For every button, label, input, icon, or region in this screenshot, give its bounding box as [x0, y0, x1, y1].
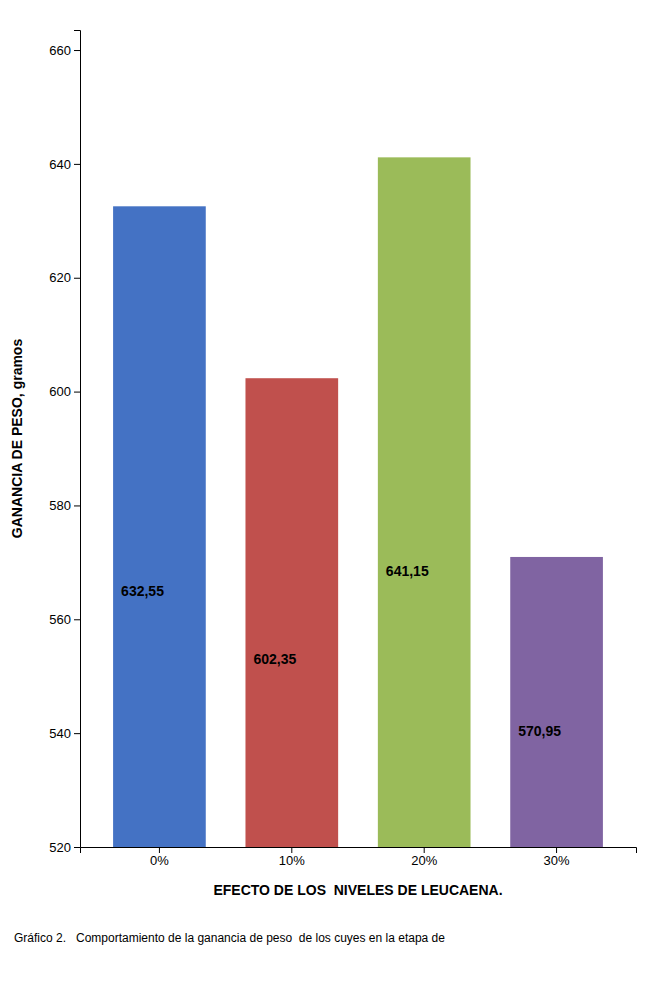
tick: 30% [544, 847, 570, 868]
tick: 520 [49, 840, 80, 855]
x-axis: 0% 10% 20% 30% [81, 847, 637, 868]
x-axis-title: EFECTO DE LOS NIVELES DE LEUCAENA. [213, 882, 502, 898]
y-axis-title: GANANCIA DE PESO, gramos [9, 339, 25, 539]
plot: 632,55 602,35 641,15 570,95 520 540 560 580 600 6… [9, 31, 637, 899]
data-label: 602,35 [253, 651, 296, 667]
tick-label: 540 [49, 726, 71, 741]
tick-label: 620 [49, 270, 71, 285]
data-label: 641,15 [386, 563, 429, 579]
tick: 20% [411, 847, 437, 868]
bars [113, 157, 603, 847]
tick-mark [74, 278, 80, 279]
tick-label: 640 [49, 157, 71, 172]
tick-mark [74, 392, 80, 393]
tick: 580 [49, 498, 80, 513]
tick-mark [74, 50, 80, 51]
bar [113, 206, 206, 847]
tick: 540 [49, 726, 80, 741]
tick: 10% [279, 847, 305, 868]
axis-line [81, 848, 637, 854]
tick-mark [159, 847, 160, 853]
tick-label: 660 [49, 43, 71, 58]
tick-label: 30% [544, 853, 570, 868]
tick: 620 [49, 270, 80, 285]
tick-mark [74, 733, 80, 734]
tick-label: 600 [49, 384, 71, 399]
tick: 640 [49, 157, 80, 172]
tick-mark [74, 164, 80, 165]
tick-label: 20% [411, 853, 437, 868]
tick-label: 580 [49, 498, 71, 513]
data-label: 632,55 [121, 583, 164, 599]
axis-line [74, 31, 81, 848]
tick-mark [291, 847, 292, 853]
tick: 660 [49, 43, 80, 58]
tick: 0% [150, 847, 169, 868]
annotations: Gráfico 2. Comportamiento de la ganancia… [14, 931, 445, 945]
tick-label: 0% [150, 853, 169, 868]
data-label: 570,95 [518, 723, 561, 739]
caption: Gráfico 2. Comportamiento de la ganancia… [14, 931, 445, 945]
chart: 632,55 602,35 641,15 570,95 520 540 560 580 600 6… [0, 0, 661, 997]
tick-label: 520 [49, 840, 71, 855]
tick-label: 10% [279, 853, 305, 868]
tick-mark [74, 619, 80, 620]
bar [245, 378, 338, 847]
tick-mark [74, 847, 80, 848]
tick-label: 560 [49, 612, 71, 627]
y-axis: 520 540 560 580 600 620 640 660 [49, 31, 80, 855]
bar [510, 557, 603, 847]
tick-mark [74, 505, 80, 506]
tick: 560 [49, 612, 80, 627]
data-labels: 632,55 602,35 641,15 570,95 [121, 563, 561, 739]
tick: 600 [49, 384, 80, 399]
tick-mark [556, 847, 557, 853]
bar [378, 157, 471, 847]
tick-mark [424, 847, 425, 853]
